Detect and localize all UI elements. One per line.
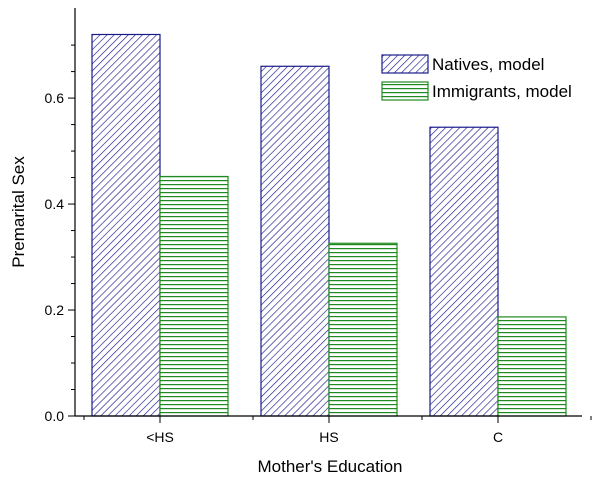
- x-ticks-group: <HS HS C: [83, 416, 592, 445]
- legend-swatch-natives: [381, 54, 429, 74]
- x-tick-label: HS: [319, 429, 338, 445]
- legend: Natives, model Immigrants, model: [381, 54, 572, 101]
- legend-label-immigrants: Immigrants, model: [432, 82, 572, 101]
- y-tick-label: 0.2: [45, 302, 65, 318]
- y-tick-label: 0.4: [45, 196, 65, 212]
- legend-swatch-immigrants: [381, 81, 429, 101]
- y-tick-label: 0.6: [45, 90, 65, 106]
- x-axis-title: Mother's Education: [258, 457, 403, 476]
- y-tick-label: 0.0: [45, 408, 65, 424]
- bar-immigrants-2: [497, 316, 567, 417]
- bars-group: [91, 33, 567, 417]
- legend-label-natives: Natives, model: [432, 55, 544, 74]
- bar-natives-2: [429, 126, 499, 417]
- bar-immigrants-1: [328, 242, 398, 417]
- bar-natives-0: [91, 33, 161, 417]
- x-tick-label: <HS: [146, 429, 174, 445]
- y-axis-title: Premarital Sex: [9, 156, 28, 268]
- bar-immigrants-0: [159, 175, 229, 417]
- y-ticks-group: 0.0 0.2 0.4 0.6: [45, 44, 75, 424]
- x-tick-label: C: [493, 429, 503, 445]
- bar-natives-1: [260, 65, 330, 417]
